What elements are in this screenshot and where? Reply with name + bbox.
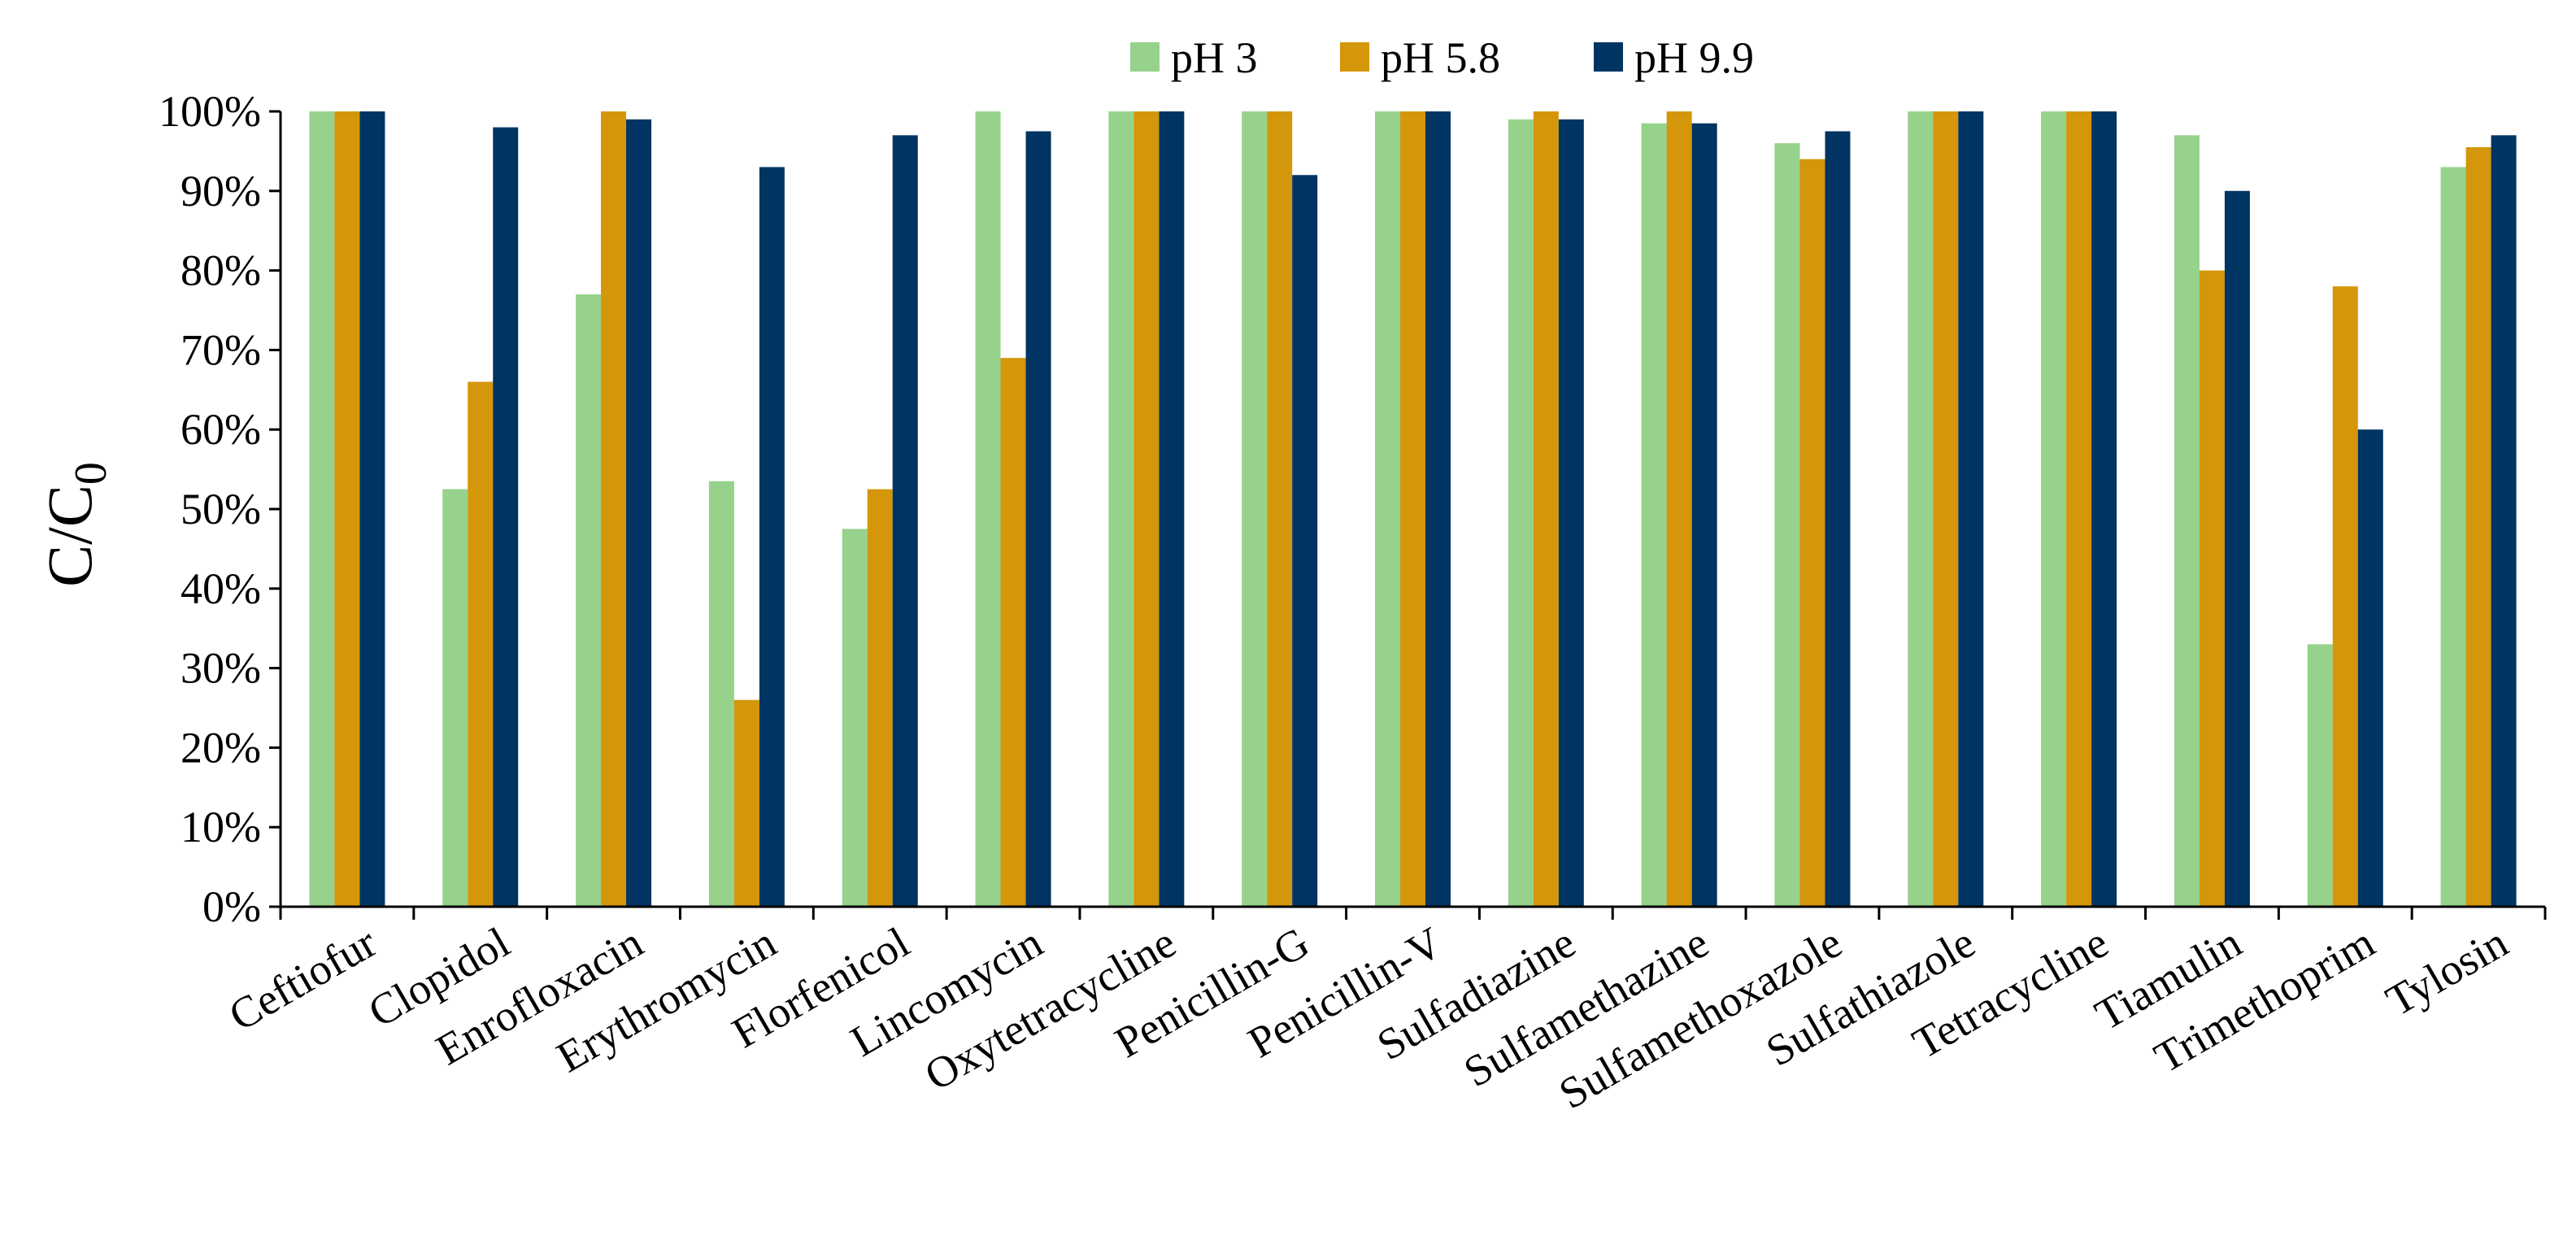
bar-tylosin-ph-5-8 (2465, 147, 2491, 907)
bar-erythromycin-ph-5-8 (733, 699, 759, 907)
bar-tiamulin-ph-3 (2174, 135, 2200, 908)
y-tick-label: 0% (202, 882, 261, 931)
bar-enrofloxacin-ph-5-8 (601, 111, 627, 907)
bar-lincomycin-ph-3 (975, 111, 1001, 907)
legend-swatch-ph-3 (1130, 42, 1160, 72)
bar-trimethoprim-ph-9-9 (2357, 429, 2383, 907)
bar-tiamulin-ph-9-9 (2224, 190, 2250, 908)
bar-ceftiofur-ph-3 (309, 111, 335, 907)
bar-sulfadiazine-ph-3 (1508, 119, 1534, 907)
bar-lincomycin-ph-5-8 (1000, 358, 1026, 907)
y-tick-label: 20% (181, 723, 261, 772)
bar-clopidol-ph-3 (442, 489, 468, 907)
bar-oxytetracycline-ph-3 (1108, 111, 1134, 907)
bar-trimethoprim-ph-3 (2307, 644, 2333, 907)
y-tick-label: 70% (181, 325, 261, 374)
legend-swatch-ph-5-8 (1340, 42, 1369, 72)
bar-oxytetracycline-ph-5-8 (1134, 111, 1160, 907)
bar-penicillin-v-ph-9-9 (1425, 111, 1451, 907)
bar-erythromycin-ph-3 (708, 481, 734, 907)
bar-sulfadiazine-ph-9-9 (1558, 119, 1584, 907)
bar-florfenicol-ph-9-9 (892, 135, 918, 908)
bar-tiamulin-ph-5-8 (2199, 270, 2225, 908)
bar-trimethoprim-ph-5-8 (2332, 286, 2358, 907)
y-tick-label: 30% (181, 644, 261, 693)
bar-tylosin-ph-3 (2440, 167, 2466, 907)
bar-erythromycin-ph-9-9 (759, 167, 785, 907)
bar-florfenicol-ph-5-8 (867, 489, 893, 907)
y-tick-label: 90% (181, 167, 261, 215)
bar-clopidol-ph-9-9 (493, 127, 519, 907)
bar-sulfamethazine-ph-9-9 (1691, 123, 1717, 908)
bar-sulfathiazole-ph-3 (1908, 111, 1934, 907)
bar-penicillin-v-ph-3 (1375, 111, 1400, 907)
bar-sulfathiazole-ph-5-8 (1933, 111, 1959, 907)
bar-tetracycline-ph-5-8 (2066, 111, 2092, 907)
bar-enrofloxacin-ph-9-9 (626, 119, 652, 907)
bar-sulfadiazine-ph-5-8 (1533, 111, 1559, 907)
bar-penicillin-v-ph-5-8 (1400, 111, 1425, 907)
y-tick-label: 100% (159, 87, 261, 136)
bar-ceftiofur-ph-5-8 (334, 111, 360, 907)
y-tick-label: 60% (181, 405, 261, 454)
bar-tetracycline-ph-9-9 (2091, 111, 2117, 907)
bar-sulfamethazine-ph-3 (1641, 123, 1667, 908)
legend: pH 3 pH 5.8 pH 9.9 (1130, 33, 1754, 82)
bar-sulfamethazine-ph-5-8 (1666, 111, 1692, 907)
bar-sulfamethoxazole-ph-5-8 (1799, 159, 1825, 907)
bar-tetracycline-ph-3 (2041, 111, 2067, 907)
bar-penicillin-g-ph-5-8 (1267, 111, 1293, 907)
y-tick-label: 10% (181, 803, 261, 851)
legend-label: pH 5.8 (1381, 33, 1500, 82)
bar-tylosin-ph-9-9 (2491, 135, 2517, 908)
y-axis-title: C/C0 (34, 462, 116, 587)
bar-florfenicol-ph-3 (842, 529, 868, 907)
y-tick-label: 80% (181, 246, 261, 295)
bar-clopidol-ph-5-8 (468, 381, 494, 907)
bar-enrofloxacin-ph-3 (576, 294, 602, 907)
bar-ceftiofur-ph-9-9 (359, 111, 385, 907)
legend-swatch-ph-9-9 (1594, 42, 1623, 72)
legend-label: pH 9.9 (1634, 33, 1754, 82)
bar-oxytetracycline-ph-9-9 (1159, 111, 1185, 907)
bar-sulfathiazole-ph-9-9 (1958, 111, 1984, 907)
y-tick-label: 50% (181, 485, 261, 533)
y-ticks-group: 0% 10% 20% 30% 40% 50% 60% 70% 80% 90% 100% (159, 87, 281, 931)
bars-group (309, 111, 2517, 908)
bar-penicillin-g-ph-9-9 (1292, 175, 1318, 908)
legend-label: pH 3 (1171, 33, 1258, 82)
bar-sulfamethoxazole-ph-3 (1774, 143, 1800, 907)
bar-sulfamethoxazole-ph-9-9 (1825, 131, 1851, 907)
bar-lincomycin-ph-9-9 (1025, 131, 1051, 907)
bar-penicillin-g-ph-3 (1242, 111, 1268, 907)
y-tick-label: 40% (181, 564, 261, 613)
